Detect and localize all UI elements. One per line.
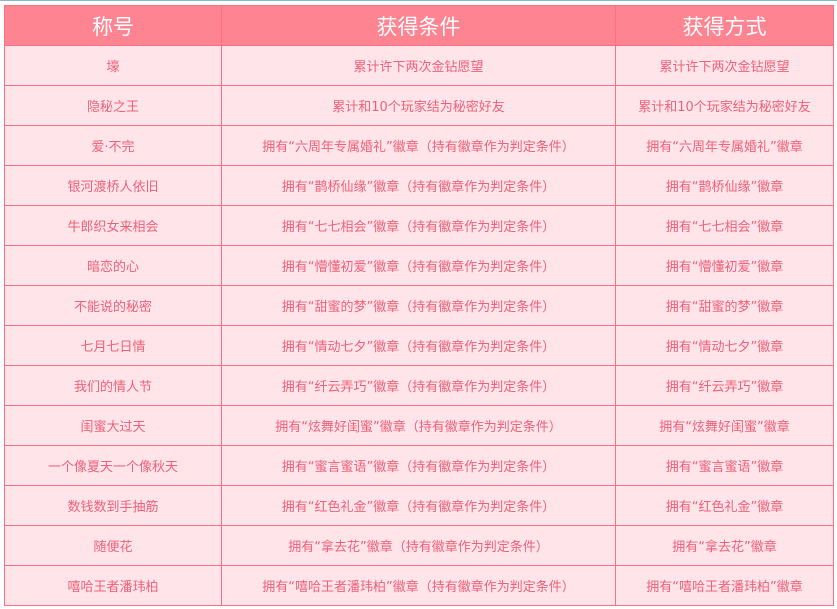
table-row: 一个像夏天一个像秋天 拥有“蜜言蜜语”徽章（持有徽章作为判定条件） 拥有“蜜言蜜语”… [4,445,834,486]
method-cell: 拥有“情动七夕”徽章 [615,325,834,366]
method-cell: 拥有“红色礼金”徽章 [615,485,834,526]
method-cell: 拥有“纤云弄巧”徽章 [615,365,834,406]
method-cell: 拥有“甜蜜的梦”徽章 [615,285,834,326]
header-title: 称号 [4,5,222,46]
table-row: 数钱数到手抽筋 拥有“红色礼金”徽章（持有徽章作为判定条件） 拥有“红色礼金”徽章 [4,485,834,526]
condition-cell: 拥有“甜蜜的梦”徽章（持有徽章作为判定条件） [221,285,616,326]
method-cell: 拥有“鹊桥仙缘”徽章 [615,165,834,206]
header-condition: 获得条件 [221,5,616,46]
title-cell: 牛郎织女来相会 [4,205,222,246]
table-row: 壕累计许下两次金钻愿望 累计许下两次金钻愿望 [4,45,834,86]
condition-cell: 拥有“蜜言蜜语”徽章（持有徽章作为判定条件） [221,445,616,486]
method-cell: 拥有“六周年专属婚礼”徽章 [615,125,834,166]
table-row: 暗恋的心 拥有“懵懂初爱”徽章（持有徽章作为判定条件） 拥有“懵懂初爱”徽章 [4,245,834,286]
method-cell: 累计和10个玩家结为秘密好友 [615,85,834,126]
condition-cell: 拥有“红色礼金”徽章（持有徽章作为判定条件） [221,485,616,526]
table-row: 牛郎织女来相会 拥有“七七相会”徽章（持有徽章作为判定条件） 拥有“七七相会”徽章 [4,205,834,246]
table-row: 我们的情人节 拥有“纤云弄巧”徽章（持有徽章作为判定条件） 拥有“纤云弄巧”徽章 [4,365,834,406]
condition-cell: 拥有“嘻哈王者潘玮柏”徽章（持有徽章作为判定条件） [221,565,616,606]
title-cell: 壕 [4,45,222,86]
method-cell: 拥有“炫舞好闺蜜”徽章 [615,405,834,446]
table-row: 银河渡桥人依旧 拥有“鹊桥仙缘”徽章（持有徽章作为判定条件） 拥有“鹊桥仙缘”徽章 [4,165,834,206]
method-cell: 拥有“七七相会”徽章 [615,205,834,246]
title-cell: 爱·不完 [4,125,222,166]
table-row: 嘻哈王者潘玮柏 拥有“嘻哈王者潘玮柏”徽章（持有徽章作为判定条件） 拥有“嘻哈王者潘… [4,565,834,606]
method-cell: 拥有“拿去花”徽章 [615,525,834,566]
method-cell: 拥有“懵懂初爱”徽章 [615,245,834,286]
title-cell: 不能说的秘密 [4,285,222,326]
title-cell: 七月七日情 [4,325,222,366]
header-row: 称号 获得条件 获得方式 [4,5,834,46]
method-cell: 累计许下两次金钻愿望 [615,45,834,86]
condition-cell: 拥有“纤云弄巧”徽章（持有徽章作为判定条件） [221,365,616,406]
method-cell: 拥有“嘻哈王者潘玮柏”徽章 [615,565,834,606]
condition-cell: 拥有“情动七夕”徽章（持有徽章作为判定条件） [221,325,616,366]
condition-cell: 累计和10个玩家结为秘密好友 [221,85,616,126]
title-cell: 隐秘之王 [4,85,222,126]
condition-cell: 拥有“七七相会”徽章（持有徽章作为判定条件） [221,205,616,246]
title-cell: 暗恋的心 [4,245,222,286]
condition-cell: 累计许下两次金钻愿望 [221,45,616,86]
condition-cell: 拥有“炫舞好闺蜜”徽章（持有徽章作为判定条件） [221,405,616,446]
table-row: 随便花 拥有“拿去花”徽章（持有徽章作为判定条件） 拥有“拿去花”徽章 [4,525,834,566]
title-cell: 随便花 [4,525,222,566]
titles-table: 称号 获得条件 获得方式 壕累计许下两次金钻愿望 累计许下两次金钻愿望 隐秘之王 累计… [4,5,834,606]
condition-cell: 拥有“六周年专属婚礼”徽章（持有徽章作为判定条件） [221,125,616,166]
title-cell: 嘻哈王者潘玮柏 [4,565,222,606]
condition-cell: 拥有“鹊桥仙缘”徽章（持有徽章作为判定条件） [221,165,616,206]
header-method: 获得方式 [615,5,834,46]
title-cell: 一个像夏天一个像秋天 [4,445,222,486]
table-row: 隐秘之王 累计和10个玩家结为秘密好友 累计和10个玩家结为秘密好友 [4,85,834,126]
method-cell: 拥有“蜜言蜜语”徽章 [615,445,834,486]
title-cell: 数钱数到手抽筋 [4,485,222,526]
title-cell: 银河渡桥人依旧 [4,165,222,206]
table-row: 不能说的秘密 拥有“甜蜜的梦”徽章（持有徽章作为判定条件） 拥有“甜蜜的梦”徽章 [4,285,834,326]
table-row: 爱·不完 拥有“六周年专属婚礼”徽章（持有徽章作为判定条件） 拥有“六周年专属婚礼”… [4,125,834,166]
condition-cell: 拥有“拿去花”徽章（持有徽章作为判定条件） [221,525,616,566]
title-cell: 我们的情人节 [4,365,222,406]
condition-cell: 拥有“懵懂初爱”徽章（持有徽章作为判定条件） [221,245,616,286]
table-row: 七月七日情 拥有“情动七夕”徽章（持有徽章作为判定条件） 拥有“情动七夕”徽章 [4,325,834,366]
table-row: 闺蜜大过天 拥有“炫舞好闺蜜”徽章（持有徽章作为判定条件） 拥有“炫舞好闺蜜”徽章 [4,405,834,446]
title-cell: 闺蜜大过天 [4,405,222,446]
